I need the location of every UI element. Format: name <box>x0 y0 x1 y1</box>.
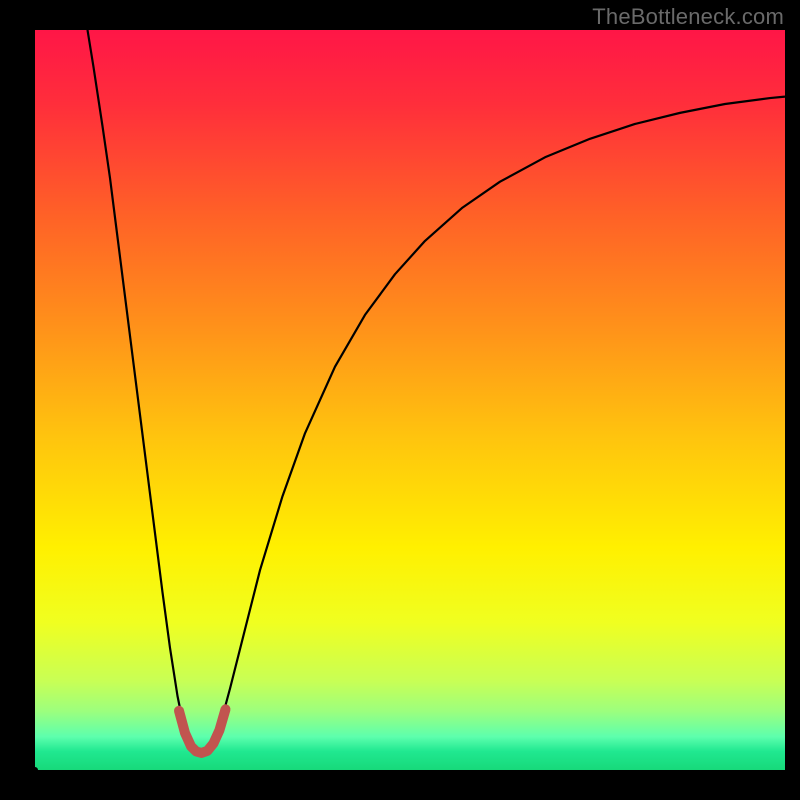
chart-frame: TheBottleneck.com <box>0 0 800 800</box>
plot-area <box>35 30 785 770</box>
watermark-text: TheBottleneck.com <box>592 4 784 30</box>
bottleneck-chart-svg <box>35 30 785 770</box>
chart-background <box>35 30 785 770</box>
